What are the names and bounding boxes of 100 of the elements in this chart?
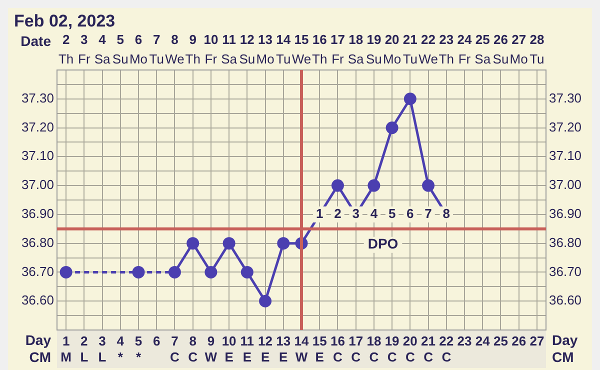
x-tick-label: 13 <box>276 333 291 348</box>
x2-tick-label: 4 <box>98 32 107 47</box>
point <box>368 179 380 192</box>
point <box>331 179 344 192</box>
y2-tick-label: 37.10 <box>549 148 582 164</box>
annotation: 7 <box>424 206 432 222</box>
x-tick-label: 19 <box>384 333 400 348</box>
text: Tu <box>402 52 418 67</box>
x-tick-label: 11 <box>240 333 254 348</box>
x2-tick-label: 22 <box>421 32 436 47</box>
y-tick-label: 36.80 <box>21 234 54 250</box>
point <box>132 266 145 278</box>
x-tick-label: 10 <box>222 333 236 348</box>
text: E <box>224 350 234 365</box>
x2-tick-label: 25 <box>475 32 490 47</box>
text: Su <box>239 52 256 67</box>
text: C <box>170 350 180 365</box>
text: L <box>80 350 88 365</box>
x2-tick-label: 26 <box>493 32 508 47</box>
x-tick-label: 12 <box>258 333 273 348</box>
text: C <box>405 350 416 365</box>
text: C <box>424 350 434 365</box>
y-tick-label: 36.60 <box>21 292 54 308</box>
text: Th <box>58 52 74 67</box>
annotation: 1 <box>316 206 324 222</box>
text: Sa <box>94 52 111 67</box>
text: We <box>165 52 184 67</box>
text: M <box>60 350 72 365</box>
x2-tick-label: 17 <box>330 32 345 47</box>
text: W <box>295 350 308 365</box>
y-tick-label: 37.00 <box>21 177 54 192</box>
y2-tick-label: 37.00 <box>549 177 582 192</box>
text: Fr <box>78 52 91 67</box>
x2-tick-label: 13 <box>258 32 273 47</box>
text: C <box>333 350 344 365</box>
text: Sa <box>348 52 365 67</box>
text: CM <box>29 348 51 365</box>
x2-tick-label: 18 <box>348 32 364 47</box>
x2-tick-label: 23 <box>439 32 454 47</box>
x2-tick-label: 2 <box>62 32 70 47</box>
y-tick-label: 36.90 <box>21 206 54 222</box>
x-tick-label: 7 <box>171 333 178 348</box>
text: Th <box>438 52 454 67</box>
text: C <box>188 350 198 365</box>
x2-tick-label: 21 <box>402 32 418 47</box>
point <box>168 266 181 278</box>
x2-tick-label: 9 <box>189 32 196 47</box>
text: C <box>442 350 452 365</box>
x-tick-label: 9 <box>207 333 215 348</box>
text: W <box>204 350 218 365</box>
x-tick-label: 1 <box>62 333 70 348</box>
x2-tick-label: 6 <box>134 32 142 47</box>
x-tick-label: 18 <box>366 333 382 348</box>
x-tick-label: 20 <box>402 333 418 348</box>
x2-tick-label: 12 <box>240 32 254 47</box>
text: Su <box>112 52 128 67</box>
annotation: 3 <box>352 206 360 222</box>
point <box>277 237 290 250</box>
text: CM <box>552 348 574 365</box>
annotation: 6 <box>406 206 414 222</box>
text: Th <box>312 52 328 67</box>
text: Day <box>552 332 578 348</box>
y2-tick-label: 36.80 <box>549 234 582 250</box>
annotation: DPO <box>368 236 398 252</box>
annotation: 5 <box>388 206 396 222</box>
y2-tick-label: 36.60 <box>549 292 582 308</box>
x2-tick-label: 27 <box>512 32 526 47</box>
point <box>422 179 435 192</box>
chart-title: Feb 02, 2023 <box>14 12 116 31</box>
x-tick-label: 24 <box>475 333 491 348</box>
x-tick-label: 8 <box>189 333 196 348</box>
x2-tick-label: 19 <box>366 32 382 47</box>
annotation: 4 <box>370 206 378 222</box>
annotation: 2 <box>334 206 342 222</box>
y-tick-label: 37.20 <box>21 119 54 134</box>
x2-tick-label: 20 <box>384 32 400 47</box>
x-tick-label: 5 <box>134 333 142 348</box>
x2-tick-label: 14 <box>276 32 292 47</box>
text: C <box>351 350 362 365</box>
y2-tick-label: 36.90 <box>549 206 582 222</box>
text: E <box>315 350 324 365</box>
text: We <box>292 52 312 67</box>
x-tick-label: 21 <box>421 333 436 348</box>
x2-tick-label: 11 <box>222 32 236 47</box>
text: E <box>242 350 252 365</box>
point <box>222 237 236 250</box>
x-tick-label: 3 <box>98 333 106 348</box>
y2-tick-label: 36.70 <box>549 264 582 279</box>
y2-tick-label: 37.20 <box>549 119 582 134</box>
text: Tu <box>276 52 291 67</box>
y2-tick-label: 37.30 <box>549 90 582 106</box>
point <box>60 266 72 278</box>
x-tick-label: 14 <box>294 333 310 348</box>
text: Su <box>492 52 509 67</box>
x2-tick-label: 8 <box>171 32 178 47</box>
x2-tick-label: 28 <box>530 32 544 47</box>
x-tick-label: 17 <box>348 333 364 348</box>
y-tick-label: 37.30 <box>21 90 54 106</box>
x-tick-label: 22 <box>439 333 454 348</box>
x2-tick-label: 15 <box>294 32 309 47</box>
